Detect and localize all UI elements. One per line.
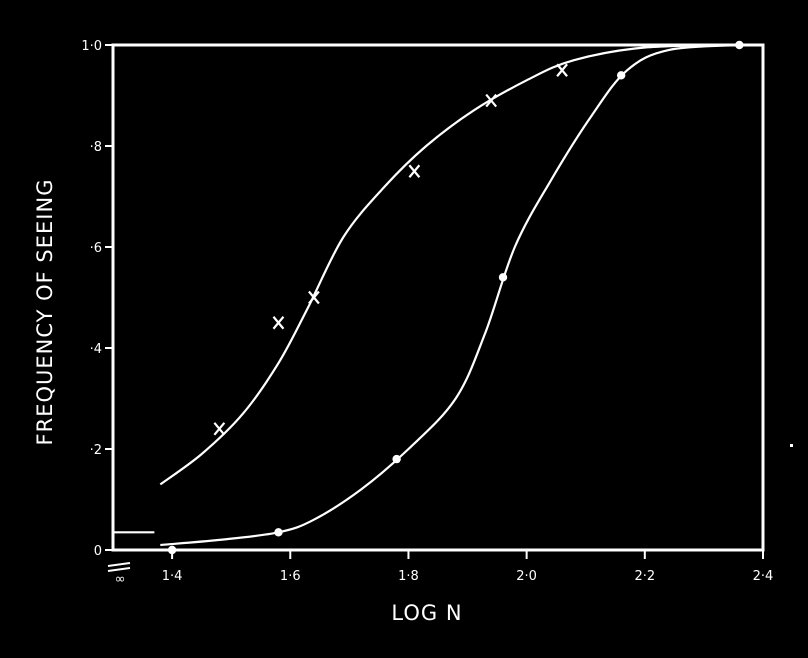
- y-tick-label: ·2: [90, 443, 102, 458]
- cross-stroke: [485, 93, 498, 108]
- x-axis-title: LOG N: [391, 601, 462, 625]
- y-tick-label: ·4: [90, 342, 102, 357]
- data-point-cross: [213, 422, 226, 436]
- cross-stroke: [408, 164, 421, 178]
- y-tick-label: ·8: [90, 140, 102, 155]
- y-axis-ticks: 0 ·2 ·4 ·6 ·8 1·0: [81, 39, 113, 559]
- y-tick-label: 1·0: [81, 39, 102, 54]
- data-point-dot: [274, 528, 283, 537]
- x-tick-label: 1·6: [280, 569, 301, 584]
- cross-stroke: [556, 63, 568, 77]
- data-point-dot: [392, 454, 401, 464]
- data-point-cross: [272, 316, 285, 330]
- data-point-dot: [498, 273, 508, 282]
- cross-stroke: [213, 422, 226, 436]
- cross-stroke: [308, 290, 320, 305]
- plot-frame: [111, 43, 765, 552]
- stray-dot: [790, 444, 793, 447]
- x-tick-label: 1·8: [398, 569, 419, 584]
- x-tick-label: 1·4: [162, 569, 183, 584]
- x-tick-label: 2·4: [753, 569, 774, 584]
- x-break-label: ∞: [115, 572, 126, 587]
- x-axis-ticks: 1·4 1·6 1·8 2·0 2·2 2·4: [162, 550, 774, 584]
- series-layer: [113, 40, 744, 555]
- cross-stroke: [272, 316, 285, 330]
- x-axis-break: [107, 562, 131, 572]
- y-axis-title: FREQUENCY OF SEEING: [33, 179, 57, 446]
- series-curve-2: [160, 43, 740, 547]
- data-point-cross: [308, 290, 320, 305]
- data-point-cross: [408, 164, 421, 178]
- data-point-dot: [167, 545, 177, 555]
- data-point-dot: [616, 71, 626, 80]
- y-tick-label: ·6: [90, 241, 102, 256]
- data-point-dot: [735, 40, 744, 50]
- data-point-cross: [485, 93, 498, 108]
- data-point-cross: [556, 63, 568, 77]
- y-tick-label: 0: [94, 544, 102, 559]
- x-tick-label: 2·2: [634, 569, 655, 584]
- x-tick-label: 2·0: [516, 569, 537, 584]
- series-curve-1: [159, 43, 740, 486]
